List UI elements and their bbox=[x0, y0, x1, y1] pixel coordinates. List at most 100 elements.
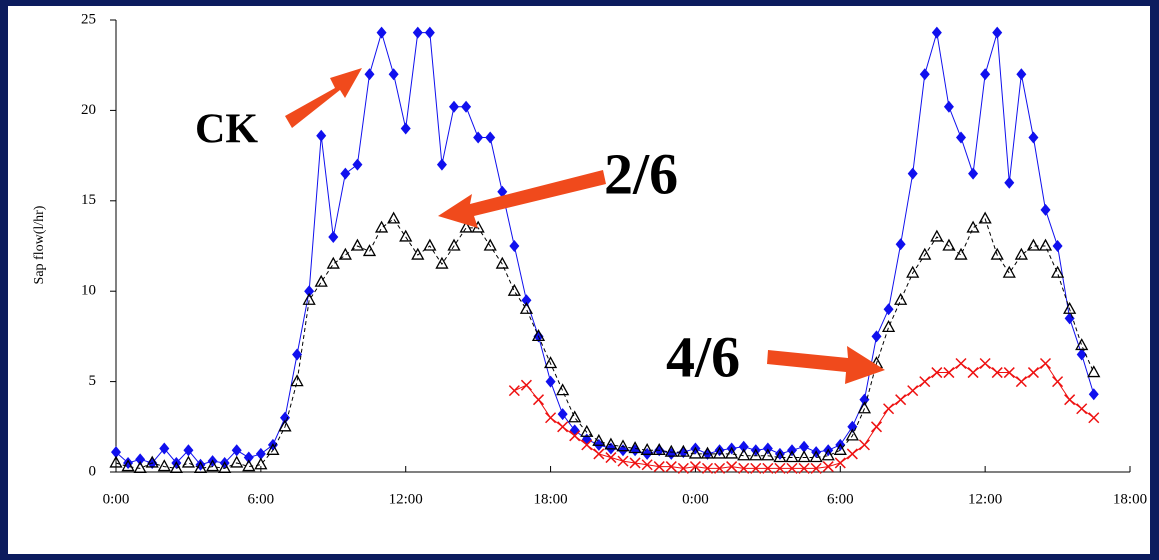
point bbox=[133, 461, 147, 474]
point bbox=[737, 448, 751, 461]
point bbox=[159, 442, 170, 455]
point bbox=[121, 459, 135, 472]
y-tick-label: 15 bbox=[81, 192, 96, 208]
point bbox=[509, 240, 520, 252]
point bbox=[497, 185, 508, 198]
point bbox=[943, 100, 954, 113]
annotation: 4/6 bbox=[666, 324, 740, 389]
point bbox=[145, 455, 159, 468]
point bbox=[894, 292, 908, 305]
point bbox=[930, 229, 944, 242]
point bbox=[907, 385, 919, 397]
point bbox=[543, 356, 558, 369]
point bbox=[316, 129, 327, 142]
point bbox=[1076, 348, 1087, 361]
point bbox=[604, 437, 618, 450]
point bbox=[689, 461, 701, 473]
point bbox=[931, 367, 943, 379]
point bbox=[593, 448, 605, 460]
point bbox=[809, 450, 823, 463]
point bbox=[242, 459, 256, 472]
point bbox=[678, 446, 689, 459]
point bbox=[992, 26, 1003, 39]
y-tick-label: 20 bbox=[81, 102, 96, 118]
point bbox=[1014, 247, 1028, 260]
point bbox=[461, 100, 472, 113]
point bbox=[314, 274, 328, 287]
point bbox=[387, 211, 401, 224]
point bbox=[545, 375, 556, 388]
point bbox=[531, 329, 546, 342]
point bbox=[774, 462, 786, 474]
point bbox=[1088, 388, 1099, 401]
point bbox=[714, 462, 726, 474]
point bbox=[629, 457, 641, 469]
point bbox=[1087, 365, 1101, 378]
point bbox=[616, 439, 630, 452]
x-tick-label: 18:00 bbox=[533, 491, 567, 507]
point bbox=[797, 450, 811, 463]
point bbox=[895, 394, 907, 406]
point bbox=[302, 292, 316, 305]
point bbox=[833, 442, 847, 455]
point bbox=[495, 256, 509, 269]
point bbox=[991, 367, 1003, 379]
point bbox=[858, 439, 870, 451]
point bbox=[109, 455, 123, 468]
point bbox=[581, 439, 593, 451]
point bbox=[304, 285, 315, 298]
point bbox=[266, 442, 280, 455]
point bbox=[243, 451, 254, 464]
point bbox=[700, 446, 715, 459]
point bbox=[350, 238, 365, 251]
point bbox=[435, 256, 449, 269]
arrow bbox=[767, 346, 885, 384]
point bbox=[255, 447, 266, 460]
point bbox=[726, 461, 738, 473]
point bbox=[374, 220, 389, 233]
point bbox=[352, 158, 363, 171]
point bbox=[641, 459, 653, 471]
y-tick-label: 0 bbox=[89, 463, 97, 479]
point bbox=[966, 220, 980, 233]
point bbox=[785, 450, 799, 463]
point bbox=[749, 448, 763, 461]
point bbox=[942, 238, 956, 251]
point bbox=[278, 419, 292, 432]
point bbox=[605, 452, 617, 464]
point bbox=[557, 421, 569, 433]
y-tick-label: 5 bbox=[89, 373, 97, 389]
point bbox=[230, 455, 244, 468]
point bbox=[907, 167, 918, 180]
point bbox=[786, 462, 798, 474]
point bbox=[254, 457, 268, 470]
point bbox=[919, 68, 930, 81]
point bbox=[1052, 240, 1063, 252]
point bbox=[568, 410, 582, 423]
point bbox=[1063, 301, 1077, 314]
point bbox=[738, 440, 749, 453]
x-tick-label: 12:00 bbox=[389, 491, 423, 507]
point bbox=[846, 448, 858, 460]
point bbox=[980, 68, 991, 81]
plot-area: 0 5 10 15 20 25 0:00 6:00 12:00 18:00 0:00 6:00 12:0… bbox=[81, 11, 1147, 507]
point bbox=[761, 448, 775, 461]
point bbox=[906, 265, 920, 278]
point bbox=[978, 211, 992, 224]
point bbox=[955, 357, 967, 370]
point bbox=[810, 462, 822, 474]
point bbox=[762, 462, 774, 474]
point bbox=[653, 461, 665, 473]
point bbox=[423, 238, 437, 251]
point bbox=[569, 430, 581, 442]
x-tick-label: 0:00 bbox=[682, 491, 709, 507]
point bbox=[750, 462, 762, 474]
x-tick-label: 6:00 bbox=[827, 491, 854, 507]
point bbox=[628, 441, 642, 454]
point bbox=[773, 450, 787, 463]
point bbox=[508, 385, 520, 397]
point bbox=[364, 68, 375, 81]
point bbox=[1064, 394, 1076, 406]
point bbox=[640, 442, 654, 455]
point bbox=[990, 247, 1004, 260]
